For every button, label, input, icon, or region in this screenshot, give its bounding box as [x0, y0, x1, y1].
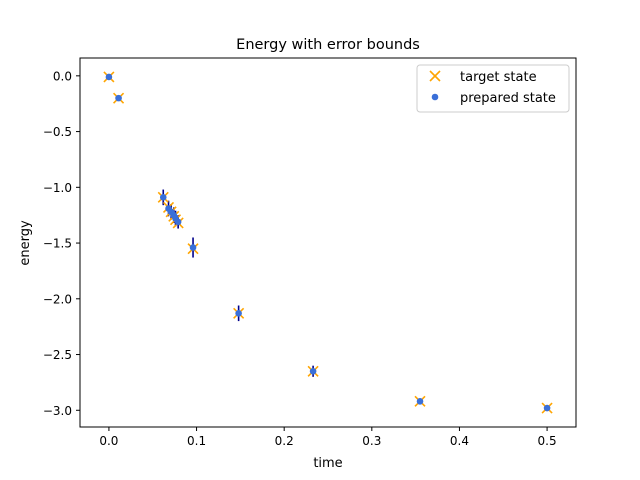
x-axis-label: time	[313, 456, 342, 471]
y-axis-label: energy	[18, 220, 33, 266]
prepared-state-point	[543, 404, 551, 412]
legend-prepared-marker-icon	[431, 93, 439, 101]
legend-dot	[431, 93, 439, 101]
y-tick-label: −1.0	[43, 181, 72, 195]
y-tick-label: −0.5	[43, 125, 72, 139]
prepared-state-point	[115, 94, 122, 102]
x-tick-label: 0.3	[362, 434, 381, 448]
x-tick-label: 0.1	[187, 434, 206, 448]
prepared-state-point	[416, 398, 424, 405]
prepared-state-series	[105, 73, 551, 412]
legend-label-target: target state	[460, 70, 537, 85]
y-tick-label: −1.5	[43, 237, 72, 251]
plot-frame	[79, 57, 577, 428]
x-tick-label: 0.5	[538, 434, 557, 448]
x-tick-label: 0.4	[450, 434, 469, 448]
y-tick-label: −2.5	[43, 348, 72, 362]
legend-label-prepared: prepared state	[460, 91, 556, 106]
y-tick-label: −3.0	[43, 404, 72, 418]
y-tick-label: −2.0	[43, 292, 72, 306]
y-axis: 0.0 −0.5 −1.0 −1.5 −2.0 −2.5 −3.0	[43, 69, 80, 418]
prepared-state-point	[174, 218, 182, 226]
prepared-state-point	[159, 194, 167, 201]
legend-target-marker-icon	[429, 70, 441, 82]
prepared-state-point	[309, 367, 317, 375]
x-tick-label: 0.2	[275, 434, 294, 448]
legend: target state prepared state	[416, 64, 570, 113]
plot-area	[79, 57, 577, 428]
prepared-state-point	[189, 244, 197, 251]
prepared-state-point	[105, 73, 113, 81]
y-tick-label: 0.0	[53, 69, 72, 83]
prepared-state-point	[235, 309, 242, 317]
x-axis: 0.0 0.1 0.2 0.3 0.4 0.5	[99, 427, 557, 448]
x-tick-label: 0.0	[99, 434, 118, 448]
chart-title: Energy with error bounds	[236, 37, 420, 53]
legend-x-mark	[429, 70, 441, 82]
legend-frame	[416, 64, 570, 113]
